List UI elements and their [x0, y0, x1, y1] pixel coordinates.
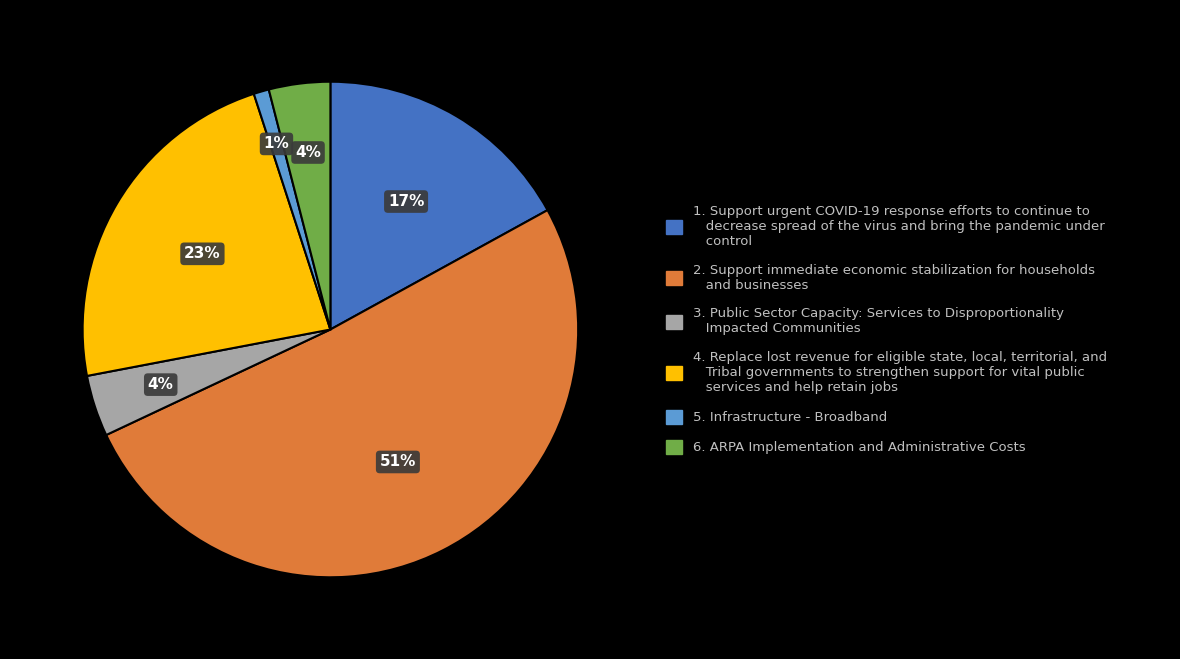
Wedge shape	[87, 330, 330, 435]
Text: 23%: 23%	[184, 246, 221, 262]
Text: 1%: 1%	[263, 136, 289, 152]
Wedge shape	[269, 82, 330, 330]
Text: 4%: 4%	[148, 377, 173, 392]
Wedge shape	[106, 210, 578, 577]
Wedge shape	[254, 90, 330, 330]
Text: 51%: 51%	[380, 455, 417, 469]
Legend: 1. Support urgent COVID-19 response efforts to continue to
   decrease spread of: 1. Support urgent COVID-19 response effo…	[660, 198, 1114, 461]
Wedge shape	[330, 82, 548, 330]
Text: 17%: 17%	[388, 194, 425, 209]
Text: 4%: 4%	[295, 145, 321, 160]
Wedge shape	[83, 94, 330, 376]
